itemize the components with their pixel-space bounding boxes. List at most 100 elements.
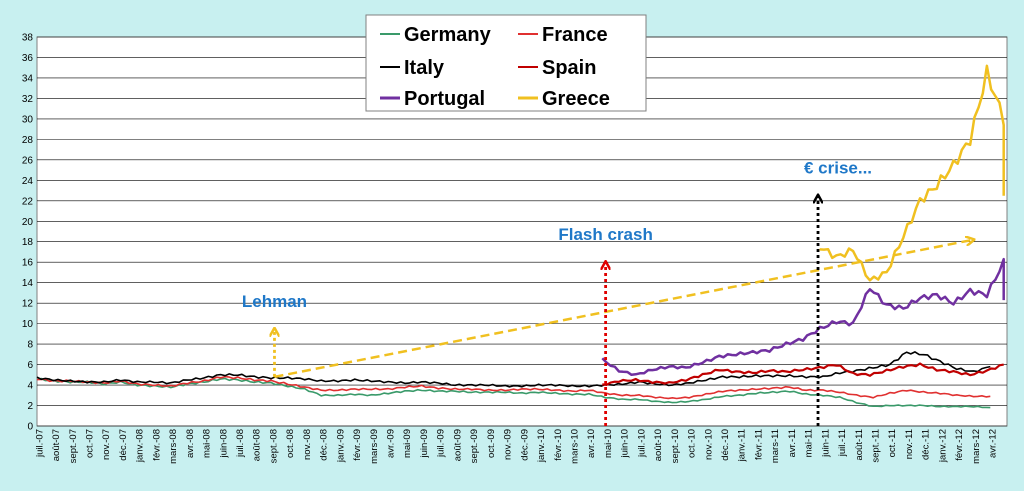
x-tick-label: mars-08 [168,429,179,464]
x-tick-label: févr.-10 [553,429,564,461]
x-tick-label: avr.-12 [988,429,999,458]
x-tick-label: nov.-08 [302,429,313,460]
x-tick-label: déc.-07 [118,429,129,461]
x-tick-label: oct.-10 [687,429,698,458]
x-tick-label: août-09 [452,429,463,461]
y-tick-label: 2 [27,401,33,412]
x-tick-label: sept.-10 [670,429,681,463]
x-tick-label: mai-10 [603,429,614,458]
legend-label: France [542,24,608,46]
y-tick-label: 36 [22,53,34,64]
y-tick-label: 4 [27,381,33,392]
x-tick-label: nov.-10 [703,429,714,460]
annotation-label: Flash crash [558,225,653,244]
y-tick-label: 32 [22,94,34,105]
x-tick-label: mars-10 [569,429,580,464]
y-tick-label: 10 [22,319,34,330]
legend-label: Italy [404,57,445,79]
x-tick-label: juil.-10 [636,429,647,458]
x-tick-label: août-07 [51,429,62,461]
y-tick-label: 26 [22,155,34,166]
x-tick-label: juil.-09 [436,429,447,458]
x-tick-label: janv.-11 [737,429,748,462]
y-tick-label: 30 [22,114,34,125]
y-tick-label: 28 [22,135,34,146]
x-tick-label: déc.-10 [720,429,731,461]
series-lines [36,64,1005,409]
x-tick-label: juin-11 [820,429,831,458]
y-tick-label: 14 [22,278,34,289]
y-tick-label: 38 [22,33,34,44]
x-tick-label: juin-08 [218,429,229,459]
x-tick-label: sept.-11 [871,429,882,463]
x-tick-label: mai-11 [804,429,815,457]
x-tick-label: oct.-07 [84,429,95,458]
y-tick-label: 0 [27,422,33,433]
x-axis: juil.-07 août-07 sept.-07 oct.-07 nov.-07 déc… [34,429,998,464]
x-tick-label: juin-10 [620,429,631,459]
x-tick-label: avr.-09 [386,429,397,458]
x-tick-label: avr.-11 [787,429,798,457]
series-line-germany [36,377,991,409]
annotation-label: Lehman [242,292,307,311]
y-tick-label: 12 [22,299,34,310]
y-tick-label: 22 [22,196,34,207]
x-tick-label: févr.-11 [753,429,764,460]
x-tick-label: sept.-07 [68,429,79,463]
legend-box [365,14,647,112]
x-tick-label: juil.-07 [34,429,45,458]
x-tick-label: juin-09 [419,429,430,459]
x-tick-label: déc.-08 [319,429,330,461]
x-tick-label: déc.-11 [921,429,932,460]
legend-label: Greece [542,88,610,110]
x-tick-label: janv.-10 [536,429,547,463]
x-tick-label: janv.-08 [135,429,146,463]
x-tick-label: oct.-11 [887,429,898,457]
x-tick-label: juil.-11 [837,429,848,457]
x-tick-label: févr.-09 [352,429,363,461]
x-tick-label: oct.-09 [486,429,497,458]
x-tick-label: mars-12 [971,429,982,464]
annotations: Lehman Flash crash € crise... [242,159,974,426]
series-line-greece [819,64,1005,282]
series-line-france [36,375,991,400]
y-tick-label: 20 [22,217,34,228]
x-tick-label: juil.-08 [235,429,246,458]
x-tick-label: août-08 [252,429,263,461]
x-tick-label: janv.-09 [335,429,346,463]
series-line-portugal [601,257,1005,377]
x-tick-label: mai-08 [202,429,213,458]
x-tick-label: avr.-08 [185,429,196,458]
y-tick-label: 6 [27,360,33,371]
x-tick-label: mars-09 [369,429,380,464]
x-tick-label: mai-09 [402,429,413,458]
y-tick-label: 16 [22,258,34,269]
x-tick-label: janv.-12 [937,429,948,463]
x-tick-label: nov.-11 [904,429,915,459]
y-tick-label: 18 [22,237,34,248]
x-tick-label: déc.-09 [519,429,530,461]
x-tick-label: avr.-10 [586,429,597,458]
trend-arrow [274,240,973,379]
annotation-label: € crise... [804,159,872,178]
x-tick-label: mars-11 [770,429,781,463]
legend-label: Portugal [404,88,485,110]
y-tick-label: 8 [27,340,33,351]
y-tick-label: 24 [22,176,34,187]
legend-label: Spain [542,57,596,79]
x-tick-label: août-10 [653,429,664,461]
x-tick-label: sept.-09 [469,429,480,463]
series-line-italy [36,351,991,388]
x-tick-label: févr.-08 [151,429,162,461]
x-tick-label: août-11 [854,429,865,461]
x-tick-label: févr.-12 [954,429,965,461]
legend: Germany France Italy Spain Portugal Greece [365,14,647,112]
legend-label: Germany [404,24,492,46]
series-line-spain [602,362,1004,386]
x-tick-label: nov.-07 [101,429,112,460]
x-tick-label: nov.-09 [503,429,514,460]
x-tick-label: oct.-08 [285,429,296,458]
